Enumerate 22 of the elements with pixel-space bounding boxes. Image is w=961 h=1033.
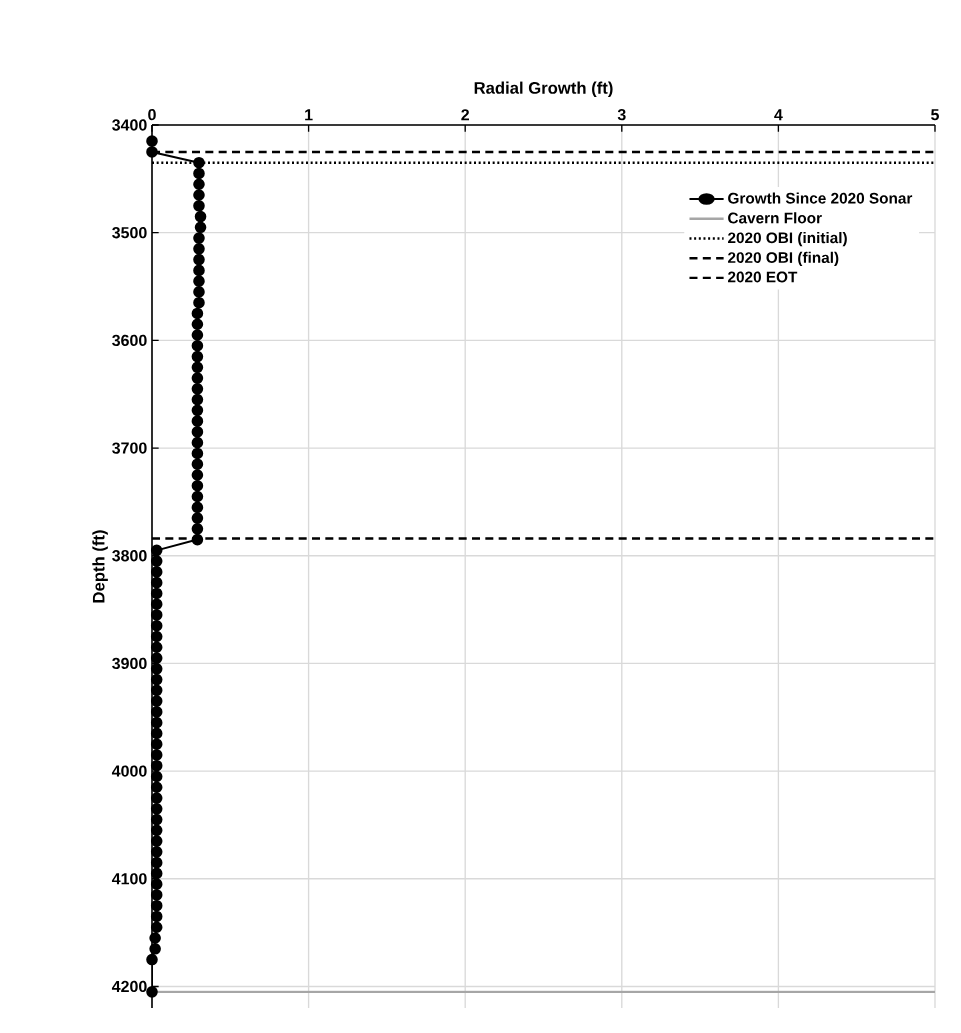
y-tick-label: 3700 [112,442,147,454]
x-tick-label: 2 [461,109,470,121]
x-tick-label: 5 [931,109,939,121]
y-tick-label: 3400 [112,119,147,131]
x-tick-label: 1 [305,109,313,121]
legend-label: 2020 EOT [728,271,798,283]
legend-label: Growth Since 2020 Sonar [728,192,913,204]
y-tick-label: 3600 [112,334,147,347]
y-tick-label: 4100 [111,873,147,885]
y-axis-title: Depth (ft) [92,530,108,603]
y-tick-label: 4000 [111,765,147,777]
legend-label: Cavern Floor [728,212,822,224]
y-tick-label: 3500 [112,227,147,239]
x-axis-title: Radial Growth (ft) [474,81,613,98]
x-tick-label: 3 [617,108,626,121]
legend-label: 2020 OBI (final) [728,251,839,267]
y-tick-label: 4200 [111,980,147,993]
x-tick-label: 4 [774,109,783,121]
y-tick-label: 3800 [112,550,147,562]
x-tick-label: 0 [148,108,156,121]
legend-label: 2020 OBI (initial) [728,231,847,247]
y-tick-label: 3900 [112,657,147,670]
